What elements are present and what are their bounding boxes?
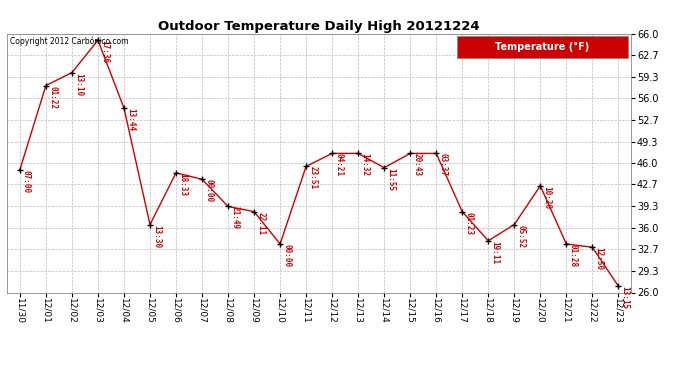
Text: 19:11: 19:11	[491, 241, 500, 264]
Text: 22:11: 22:11	[256, 211, 265, 235]
Text: 13:10: 13:10	[74, 73, 83, 96]
Text: 12:50: 12:50	[594, 247, 603, 270]
Text: 00:00: 00:00	[204, 179, 213, 203]
Text: 11:55: 11:55	[386, 168, 395, 191]
Text: 18:33: 18:33	[178, 173, 187, 196]
Text: 17:36: 17:36	[100, 40, 109, 63]
Text: 05:52: 05:52	[516, 225, 525, 248]
Text: 07:00: 07:00	[22, 170, 31, 193]
Text: 13:15: 13:15	[620, 286, 629, 309]
Text: 01:28: 01:28	[569, 244, 578, 267]
Title: Outdoor Temperature Daily High 20121224: Outdoor Temperature Daily High 20121224	[158, 20, 480, 33]
Text: 13:44: 13:44	[126, 108, 135, 131]
FancyBboxPatch shape	[457, 36, 628, 58]
Text: 01:22: 01:22	[48, 86, 57, 109]
Text: Copyright 2012 Carbónico.com: Copyright 2012 Carbónico.com	[10, 36, 128, 46]
Text: 10:20: 10:20	[542, 186, 551, 209]
Text: 14:32: 14:32	[360, 153, 369, 177]
Text: 13:30: 13:30	[152, 225, 161, 248]
Text: 23:51: 23:51	[308, 166, 317, 189]
Text: 04:21: 04:21	[334, 153, 343, 177]
Text: 03:37: 03:37	[438, 153, 447, 177]
Text: 21:49: 21:49	[230, 207, 239, 230]
Text: Temperature (°F): Temperature (°F)	[495, 42, 589, 52]
Text: 00:00: 00:00	[282, 244, 291, 267]
Text: 01:23: 01:23	[464, 211, 473, 235]
Text: 20:43: 20:43	[412, 153, 422, 177]
